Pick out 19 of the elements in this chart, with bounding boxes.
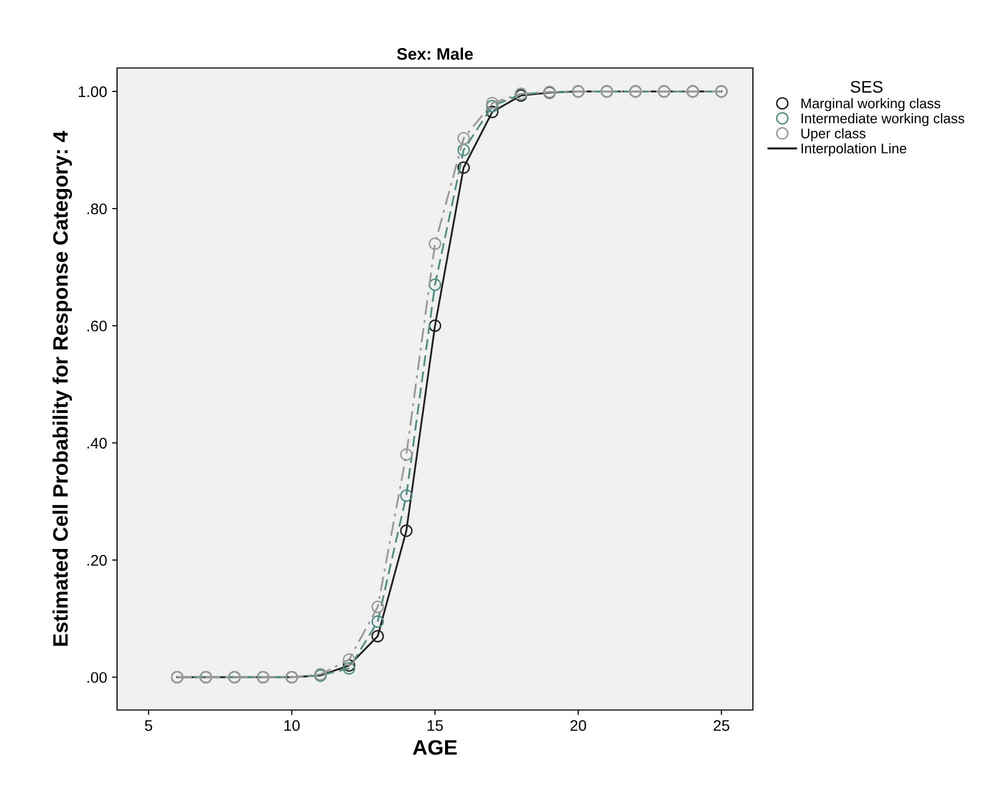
legend-label: Intermediate working class [802,113,964,126]
legend-label: Uper class [801,128,866,142]
y-tick-label: .80 [87,203,107,214]
legend-label: Marginal working class [801,98,940,112]
y-tick-label: 1.00 [78,86,107,98]
x-axis-title: AGE [412,740,457,755]
y-tick-label: .60 [87,320,107,332]
y-tick-label: .40 [87,438,107,449]
y-axis-title: Estimated Cell Probability for Response Category: 4 [52,130,72,646]
x-tick-label: 20 [570,720,586,731]
x-tick-label: 25 [714,720,730,731]
x-tick-label: 5 [144,720,152,731]
legend-title: SES [850,80,882,93]
y-tick-label: .00 [87,672,107,683]
y-tick-label: .20 [87,554,107,566]
text: Interpolation Line [802,143,906,156]
chart-title: Sex: Male [397,48,473,60]
x-tick-label: 10 [284,720,300,731]
x-tick-label: 15 [428,720,443,731]
